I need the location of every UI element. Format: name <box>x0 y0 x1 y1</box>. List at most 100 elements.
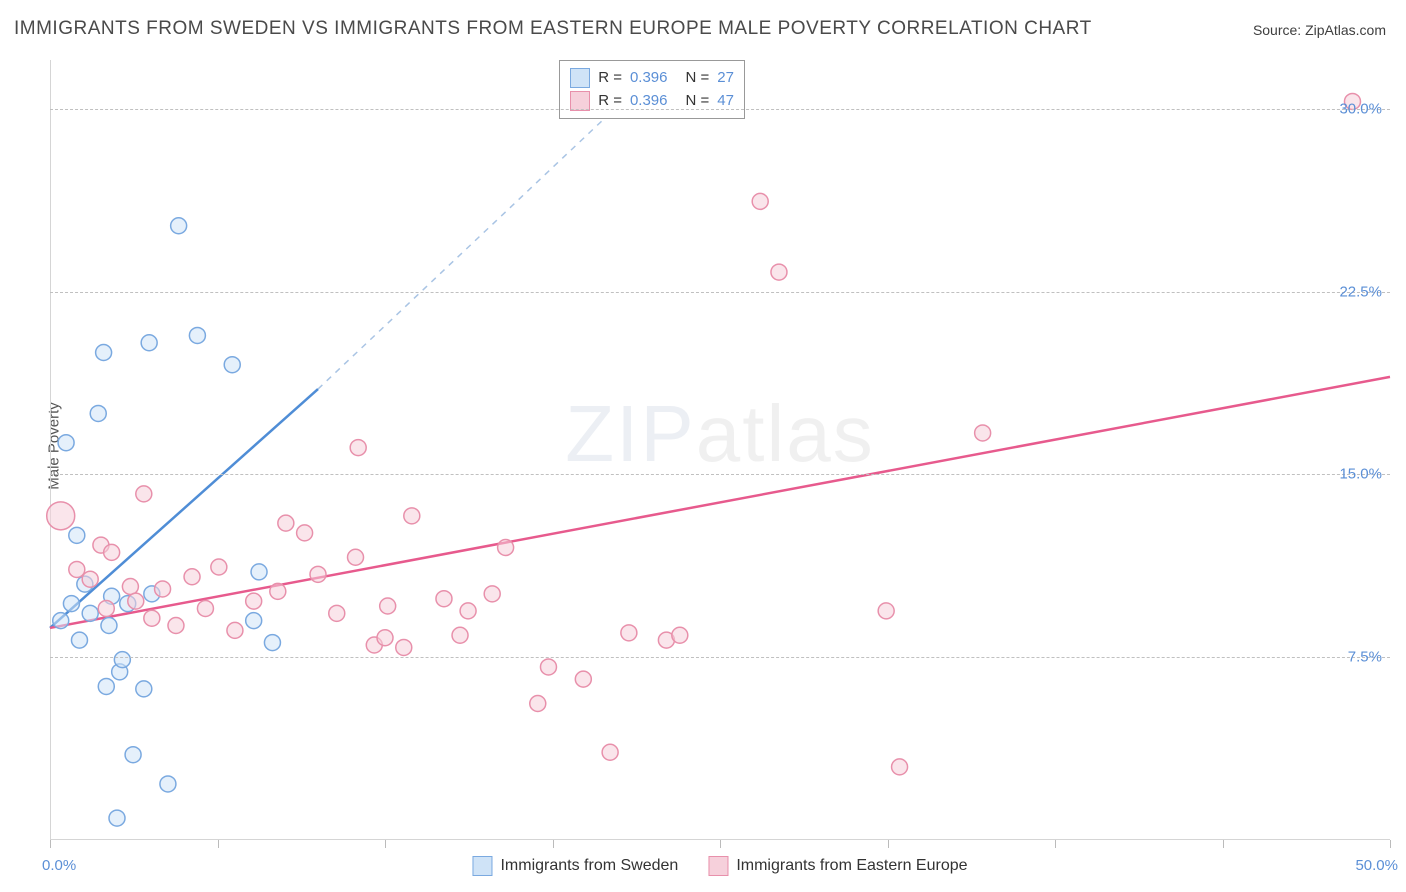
legend-item: Immigrants from Eastern Europe <box>708 856 967 876</box>
x-tick <box>1055 840 1056 848</box>
data-point <box>498 540 514 556</box>
plot-svg <box>50 60 1390 840</box>
x-tick <box>385 840 386 848</box>
data-point <box>246 613 262 629</box>
data-point <box>540 659 556 675</box>
x-tick <box>50 840 51 848</box>
swatch-icon <box>570 68 590 88</box>
data-point <box>211 559 227 575</box>
x-tick-label: 0.0% <box>42 857 76 874</box>
legend-stats-row: R = 0.396 N = 27 <box>570 67 734 90</box>
legend-label: Immigrants from Eastern Europe <box>736 857 967 875</box>
data-point <box>878 603 894 619</box>
x-tick <box>1223 840 1224 848</box>
data-point <box>98 678 114 694</box>
data-point <box>297 525 313 541</box>
data-point <box>58 435 74 451</box>
data-point <box>436 591 452 607</box>
y-tick-label: 22.5% <box>1339 283 1382 300</box>
data-point <box>227 622 243 638</box>
data-point <box>672 627 688 643</box>
data-point <box>155 581 171 597</box>
data-point <box>69 527 85 543</box>
data-point <box>63 596 79 612</box>
data-point <box>530 696 546 712</box>
data-point <box>189 327 205 343</box>
data-point <box>380 598 396 614</box>
data-point <box>53 613 69 629</box>
data-point <box>264 635 280 651</box>
data-point <box>184 569 200 585</box>
data-point <box>171 218 187 234</box>
chart-container: IMMIGRANTS FROM SWEDEN VS IMMIGRANTS FRO… <box>0 0 1406 892</box>
grid-line <box>50 292 1390 293</box>
data-point <box>270 583 286 599</box>
plot-area: ZIPatlas R = 0.396 N = 27 R = 0.396 N = … <box>50 60 1390 840</box>
data-point <box>621 625 637 641</box>
x-tick <box>1390 840 1391 848</box>
data-point <box>90 405 106 421</box>
data-point <box>892 759 908 775</box>
data-point <box>404 508 420 524</box>
data-point <box>771 264 787 280</box>
y-tick-label: 7.5% <box>1348 649 1382 666</box>
legend-label: Immigrants from Sweden <box>500 857 678 875</box>
data-point <box>82 571 98 587</box>
source-label: Source: ZipAtlas.com <box>1253 22 1386 38</box>
data-point <box>96 345 112 361</box>
data-point <box>224 357 240 373</box>
data-point <box>197 600 213 616</box>
data-point <box>101 618 117 634</box>
data-point <box>109 810 125 826</box>
data-point <box>329 605 345 621</box>
data-point <box>136 486 152 502</box>
grid-line <box>50 109 1390 110</box>
data-point <box>452 627 468 643</box>
data-point <box>160 776 176 792</box>
trend-line <box>50 377 1390 628</box>
data-point <box>98 600 114 616</box>
swatch-icon <box>708 856 728 876</box>
data-point <box>141 335 157 351</box>
x-tick <box>218 840 219 848</box>
data-point <box>144 610 160 626</box>
legend-item: Immigrants from Sweden <box>472 856 678 876</box>
data-point <box>278 515 294 531</box>
data-point <box>128 593 144 609</box>
data-point <box>136 681 152 697</box>
data-point <box>310 566 326 582</box>
swatch-icon <box>472 856 492 876</box>
data-point <box>396 639 412 655</box>
data-point <box>168 618 184 634</box>
data-point <box>484 586 500 602</box>
n-value: 27 <box>717 67 734 90</box>
data-point <box>104 544 120 560</box>
x-tick <box>553 840 554 848</box>
data-point <box>602 744 618 760</box>
data-point <box>69 561 85 577</box>
data-point <box>47 502 75 530</box>
y-tick-label: 30.0% <box>1339 100 1382 117</box>
chart-title: IMMIGRANTS FROM SWEDEN VS IMMIGRANTS FRO… <box>14 18 1092 40</box>
data-point <box>752 193 768 209</box>
grid-line <box>50 474 1390 475</box>
legend-series: Immigrants from Sweden Immigrants from E… <box>472 856 967 876</box>
r-value: 0.396 <box>630 67 668 90</box>
data-point <box>125 747 141 763</box>
data-point <box>575 671 591 687</box>
legend-stats-box: R = 0.396 N = 27 R = 0.396 N = 47 <box>559 60 745 119</box>
x-tick <box>888 840 889 848</box>
grid-line <box>50 657 1390 658</box>
y-tick-label: 15.0% <box>1339 466 1382 483</box>
swatch-icon <box>570 91 590 111</box>
x-tick <box>720 840 721 848</box>
data-point <box>377 630 393 646</box>
data-point <box>246 593 262 609</box>
data-point <box>122 579 138 595</box>
data-point <box>348 549 364 565</box>
data-point <box>975 425 991 441</box>
data-point <box>71 632 87 648</box>
data-point <box>82 605 98 621</box>
data-point <box>114 652 130 668</box>
x-tick-label: 50.0% <box>1355 857 1398 874</box>
